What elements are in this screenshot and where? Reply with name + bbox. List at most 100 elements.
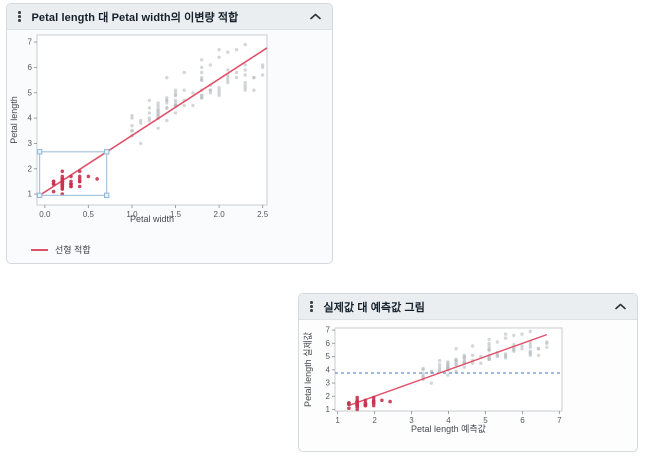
data-point[interactable] — [495, 354, 499, 359]
data-point[interactable] — [156, 101, 160, 105]
data-point[interactable] — [147, 118, 152, 123]
data-point[interactable] — [495, 340, 499, 344]
data-point[interactable] — [437, 365, 442, 369]
data-point[interactable] — [252, 88, 256, 92]
data-point[interactable] — [536, 353, 541, 357]
selection-handle[interactable] — [103, 149, 110, 155]
data-point[interactable] — [226, 78, 230, 82]
data-point[interactable] — [165, 98, 169, 103]
data-point[interactable] — [208, 91, 213, 95]
data-point[interactable] — [182, 103, 186, 108]
data-point[interactable] — [454, 357, 458, 361]
data-point-selected[interactable] — [355, 395, 359, 400]
data-point[interactable] — [165, 106, 169, 110]
data-point-selected[interactable] — [355, 402, 359, 406]
data-point[interactable] — [243, 83, 247, 87]
data-point[interactable] — [208, 88, 213, 92]
data-point-selected[interactable] — [69, 174, 73, 179]
data-point[interactable] — [545, 345, 549, 349]
data-point[interactable] — [173, 101, 178, 105]
data-point[interactable] — [173, 93, 178, 97]
data-point[interactable] — [454, 360, 458, 364]
data-point[interactable] — [528, 349, 532, 353]
data-point[interactable] — [446, 360, 450, 364]
data-point[interactable] — [454, 362, 458, 367]
data-point-selected[interactable] — [95, 177, 99, 181]
data-point-selected[interactable] — [69, 179, 73, 184]
data-point[interactable] — [487, 348, 491, 352]
data-point-selected[interactable] — [60, 184, 65, 189]
data-point[interactable] — [173, 88, 178, 92]
data-point[interactable] — [156, 126, 160, 130]
data-point-selected[interactable] — [51, 179, 56, 184]
data-point[interactable] — [173, 111, 178, 115]
data-point[interactable] — [191, 91, 195, 95]
data-point[interactable] — [208, 63, 213, 67]
data-point[interactable] — [147, 116, 152, 120]
data-point[interactable] — [243, 86, 247, 90]
data-point[interactable] — [260, 63, 265, 67]
data-point[interactable] — [147, 106, 152, 110]
data-point[interactable] — [147, 98, 152, 103]
data-point[interactable] — [173, 98, 178, 103]
legend-label[interactable]: 선형 적합 — [55, 245, 91, 255]
data-point-selected[interactable] — [77, 174, 82, 179]
bivariate-scatter-plot[interactable]: 0.0 0.5 1.0 1.5 2.0 2.5 1 2 3 4 5 6 7 Petal width Peta… — [7, 30, 332, 230]
data-point[interactable] — [528, 345, 532, 349]
data-point[interactable] — [243, 80, 247, 85]
data-point[interactable] — [243, 88, 247, 92]
data-point[interactable] — [226, 50, 230, 54]
selection-handle[interactable] — [103, 192, 110, 199]
data-point[interactable] — [217, 55, 221, 59]
data-point[interactable] — [446, 373, 450, 377]
data-point[interactable] — [528, 352, 532, 356]
data-point[interactable] — [421, 366, 425, 371]
data-point[interactable] — [217, 93, 221, 97]
data-point[interactable] — [487, 341, 491, 346]
data-point[interactable] — [503, 336, 508, 340]
data-point[interactable] — [470, 353, 475, 357]
data-point[interactable] — [200, 65, 204, 70]
data-point[interactable] — [182, 88, 186, 92]
data-point[interactable] — [512, 347, 516, 351]
data-point-selected[interactable] — [347, 402, 351, 406]
data-point[interactable] — [217, 86, 221, 90]
data-point[interactable] — [512, 333, 516, 338]
data-point[interactable] — [130, 129, 134, 133]
selection-handle[interactable] — [36, 192, 43, 199]
data-point[interactable] — [470, 361, 475, 365]
data-point[interactable] — [545, 340, 549, 344]
data-point[interactable] — [191, 103, 195, 108]
data-point[interactable] — [156, 113, 160, 118]
actual-by-predicted-plot[interactable]: 1 2 3 4 5 6 7 1 2 3 4 5 6 7 Petal length 예측값 Petal leng… — [299, 320, 637, 450]
selection-handle[interactable] — [36, 149, 43, 155]
data-point[interactable] — [437, 362, 442, 367]
linear-fit-line[interactable] — [36, 47, 268, 198]
data-point[interactable] — [503, 332, 508, 336]
data-point[interactable] — [234, 48, 239, 52]
data-point[interactable] — [165, 75, 169, 80]
data-point[interactable] — [536, 347, 541, 351]
data-point[interactable] — [462, 358, 466, 363]
data-point[interactable] — [217, 48, 221, 52]
data-point-selected[interactable] — [51, 182, 56, 186]
data-point[interactable] — [454, 347, 458, 351]
data-point[interactable] — [421, 372, 425, 376]
data-point[interactable] — [243, 42, 247, 47]
data-point[interactable] — [173, 91, 178, 95]
data-point[interactable] — [243, 73, 247, 77]
data-point[interactable] — [487, 357, 491, 361]
data-point-selected[interactable] — [86, 174, 91, 179]
data-point[interactable] — [130, 113, 134, 118]
data-point-selected[interactable] — [60, 169, 65, 174]
data-point-selected[interactable] — [77, 169, 82, 174]
data-point[interactable] — [528, 329, 532, 334]
data-point[interactable] — [421, 374, 425, 379]
data-point[interactable] — [503, 356, 508, 360]
data-point[interactable] — [520, 344, 524, 348]
data-point[interactable] — [200, 58, 204, 62]
chevron-up-icon[interactable] — [310, 13, 321, 20]
data-point[interactable] — [234, 70, 239, 75]
data-point-selected[interactable] — [77, 184, 82, 189]
data-point-selected[interactable] — [60, 177, 65, 181]
